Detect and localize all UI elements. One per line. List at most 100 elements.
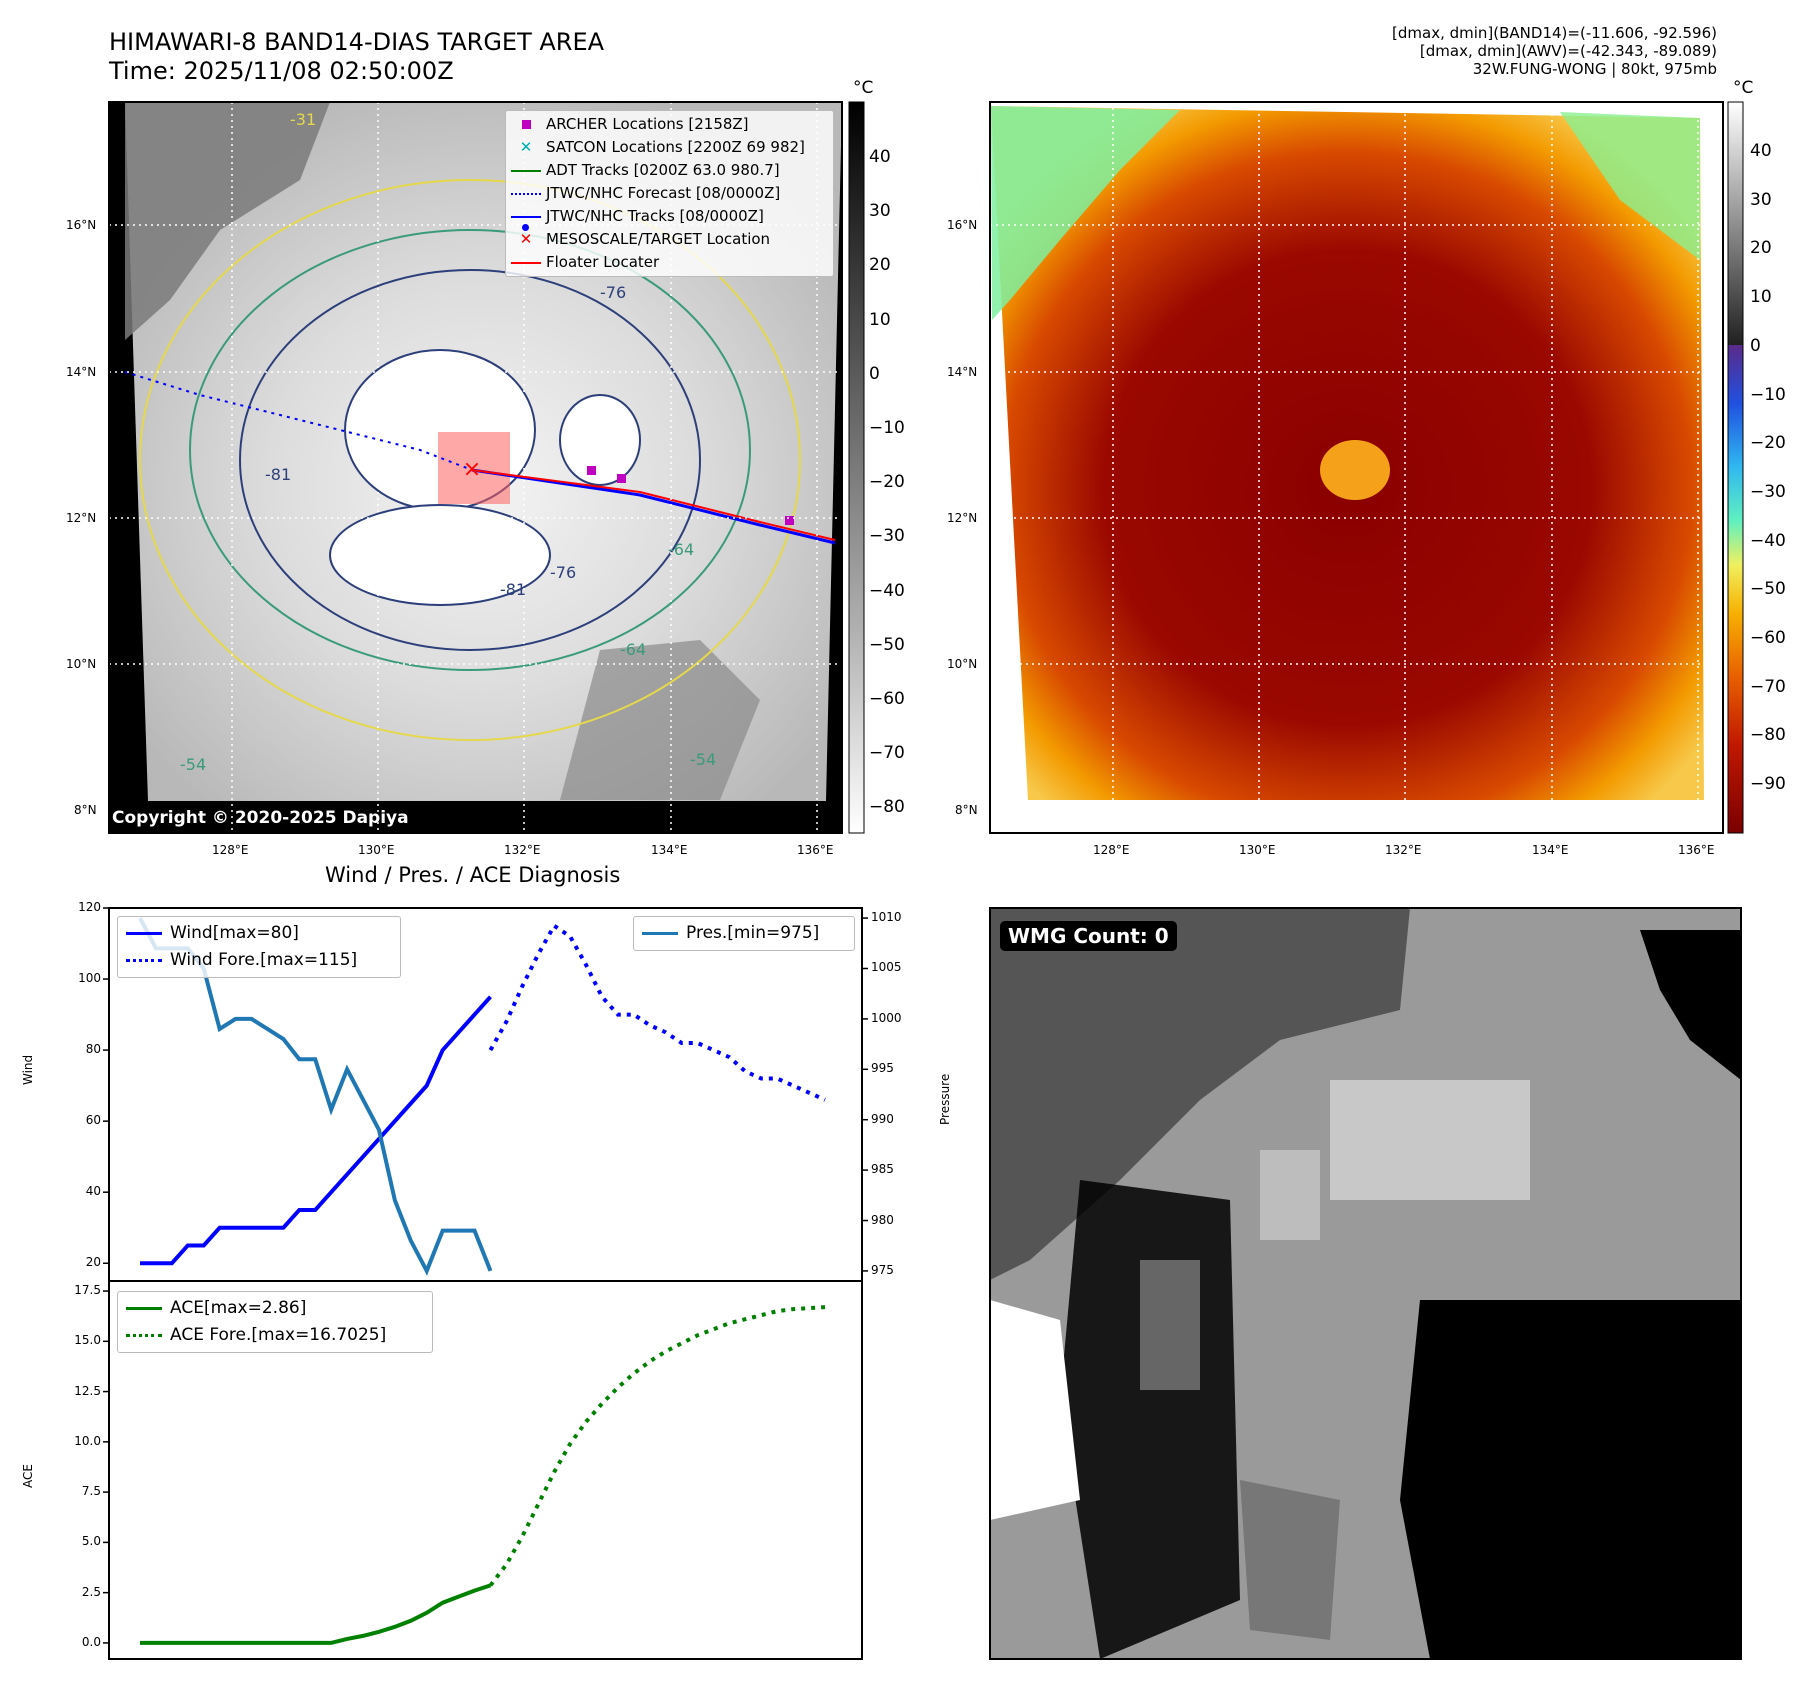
contour-label: -64 [620, 640, 646, 659]
axis-tick-label: 100 [78, 971, 101, 986]
axis-tick-label: 15.0 [74, 1333, 101, 1348]
legend-label: ARCHER Locations [2158Z] [546, 115, 749, 133]
line-marker-icon [118, 932, 170, 935]
contour-label: -54 [690, 750, 716, 769]
axis-tick-label: 980 [871, 1212, 894, 1227]
legend-item-jtwc-forecast: JTWC/NHC Forecast [08/0000Z] [506, 182, 833, 205]
title-line-2: Time: 2025/11/08 02:50:00Z [109, 57, 454, 85]
colorbar-tick-label: 20 [869, 255, 891, 276]
line-marker-icon [634, 932, 686, 935]
axis-tick-label: 5.0 [81, 1534, 101, 1549]
colorbar-tick-label: −90 [1750, 774, 1786, 795]
colorbar-tick-label: −30 [1750, 481, 1786, 502]
lat-label: 8°N [74, 803, 97, 817]
lon-label: 130°E [1239, 843, 1276, 857]
dotted-line-icon [118, 1334, 170, 1337]
colorbar-tick-label: 30 [869, 201, 891, 222]
lat-label: 8°N [955, 803, 978, 817]
legend-item-ace-fore: ACE Fore.[max=16.7025] [118, 1322, 432, 1349]
legend-label: Pres.[min=975] [686, 923, 820, 943]
legend-item-ace: ACE[max=2.86] [118, 1295, 432, 1322]
legend-item-adt: ADT Tracks [0200Z 63.0 980.7] [506, 159, 833, 182]
axis-tick-label: 40 [85, 1184, 101, 1199]
axis-tick-label: 10.0 [74, 1433, 101, 1448]
colorbar-tick-label: −20 [869, 472, 905, 493]
axis-tick-label: 2.5 [81, 1584, 101, 1599]
chart-layer [103, 907, 868, 1645]
line-marker-icon [506, 169, 546, 172]
colorbar-tick-label: 40 [869, 147, 891, 167]
legend-item-floater: Floater Locater [506, 251, 833, 274]
colorbar-tick-label: −70 [869, 743, 905, 764]
contour-label: -76 [600, 283, 626, 302]
legend-item-archer: ARCHER Locations [2158Z] [506, 113, 833, 136]
colorbar-gray [848, 101, 865, 834]
wind-axis-label: Wind [21, 1054, 35, 1085]
lon-label: 132°E [504, 843, 541, 857]
legend-item-wind-fore: Wind Fore.[max=115] [118, 947, 400, 974]
axis-tick-label: 995 [871, 1061, 894, 1076]
axis-tick-label: 17.5 [74, 1283, 101, 1298]
stat-line-3: 32W.FUNG-WONG | 80kt, 975mb [1472, 60, 1717, 78]
colorbar-tick-label: −60 [1750, 628, 1786, 648]
axis-tick-label: 80 [85, 1042, 101, 1057]
svg-text:×: × [463, 457, 481, 482]
axis-tick-label: 990 [871, 1111, 894, 1126]
legend-label: SATCON Locations [2200Z 69 982] [546, 138, 805, 156]
colorbar-tick-label: −50 [1750, 579, 1786, 600]
lon-label: 134°E [651, 843, 688, 857]
axis-tick-label: 1005 [871, 960, 902, 975]
colorbar-tick-label: −20 [1750, 433, 1786, 454]
wind-legend: Wind[max=80] Wind Fore.[max=115] [117, 916, 401, 978]
dotted-line-icon [506, 192, 546, 195]
lon-label: 128°E [1093, 843, 1130, 857]
lon-label: 136°E [797, 843, 834, 857]
lon-label: 136°E [1678, 843, 1715, 857]
wmg-count-badge: WMG Count: 0 [1000, 921, 1177, 951]
map-legend: ARCHER Locations [2158Z] ✕ SATCON Locati… [505, 110, 834, 277]
stats-block: [dmax, dmin](BAND14)=(-11.606, -92.596) … [1392, 24, 1717, 78]
legend-label: ACE[max=2.86] [170, 1298, 307, 1318]
colorbar-tick-label: −50 [869, 634, 905, 655]
axis-tick-label: 0.0 [81, 1634, 101, 1649]
line-marker-icon [118, 1307, 170, 1310]
figure-title: HIMAWARI-8 BAND14-DIAS TARGET AREA Time:… [109, 28, 604, 86]
dot-line-icon [506, 215, 546, 231]
axis-tick-label: 985 [871, 1162, 894, 1177]
legend-label: JTWC/NHC Forecast [08/0000Z] [546, 184, 781, 202]
colorbar-tick-label: 0 [869, 363, 880, 384]
x-marker-icon: ✕ [519, 230, 533, 248]
stat-line-1: [dmax, dmin](BAND14)=(-11.606, -92.596) [1392, 24, 1717, 42]
lat-label: 16°N [947, 218, 978, 232]
colorbar-tick-label: −40 [1750, 530, 1786, 551]
legend-item-wind: Wind[max=80] [118, 920, 400, 947]
legend-item-pressure: Pres.[min=975] [634, 920, 854, 947]
lat-label: 16°N [66, 218, 97, 232]
ace-legend: ACE[max=2.86] ACE Fore.[max=16.7025] [117, 1291, 433, 1353]
legend-label: JTWC/NHC Tracks [08/0000Z] [546, 207, 764, 225]
lon-label: 128°E [212, 843, 249, 857]
axis-tick-label: 120 [78, 900, 101, 914]
lat-label: 12°N [66, 511, 97, 525]
x-marker-icon: ✕ [519, 138, 533, 156]
pressure-axis-label: Pressure [938, 1073, 952, 1125]
dotted-line-icon [118, 959, 170, 962]
lat-label: 12°N [947, 511, 978, 525]
colorbar-color [1727, 101, 1744, 834]
colorbar-tick-label: −40 [869, 580, 905, 601]
legend-label: Floater Locater [546, 253, 660, 271]
lon-label: 132°E [1385, 843, 1422, 857]
legend-label: ACE Fore.[max=16.7025] [170, 1325, 387, 1345]
axis-tick-label: 1010 [871, 910, 902, 925]
colorbar-tick-label: 10 [1750, 287, 1772, 308]
lat-label: 10°N [66, 657, 97, 671]
legend-label: ADT Tracks [0200Z 63.0 980.7] [546, 161, 780, 179]
contour-label: -81 [265, 465, 291, 484]
lat-label: 10°N [947, 657, 978, 671]
colorbar-unit: °C [853, 78, 874, 98]
series-line-wind [140, 995, 492, 1266]
title-line-1: HIMAWARI-8 BAND14-DIAS TARGET AREA [109, 28, 605, 56]
contour-label: -31 [290, 110, 316, 129]
contour-label: -64 [668, 540, 694, 559]
